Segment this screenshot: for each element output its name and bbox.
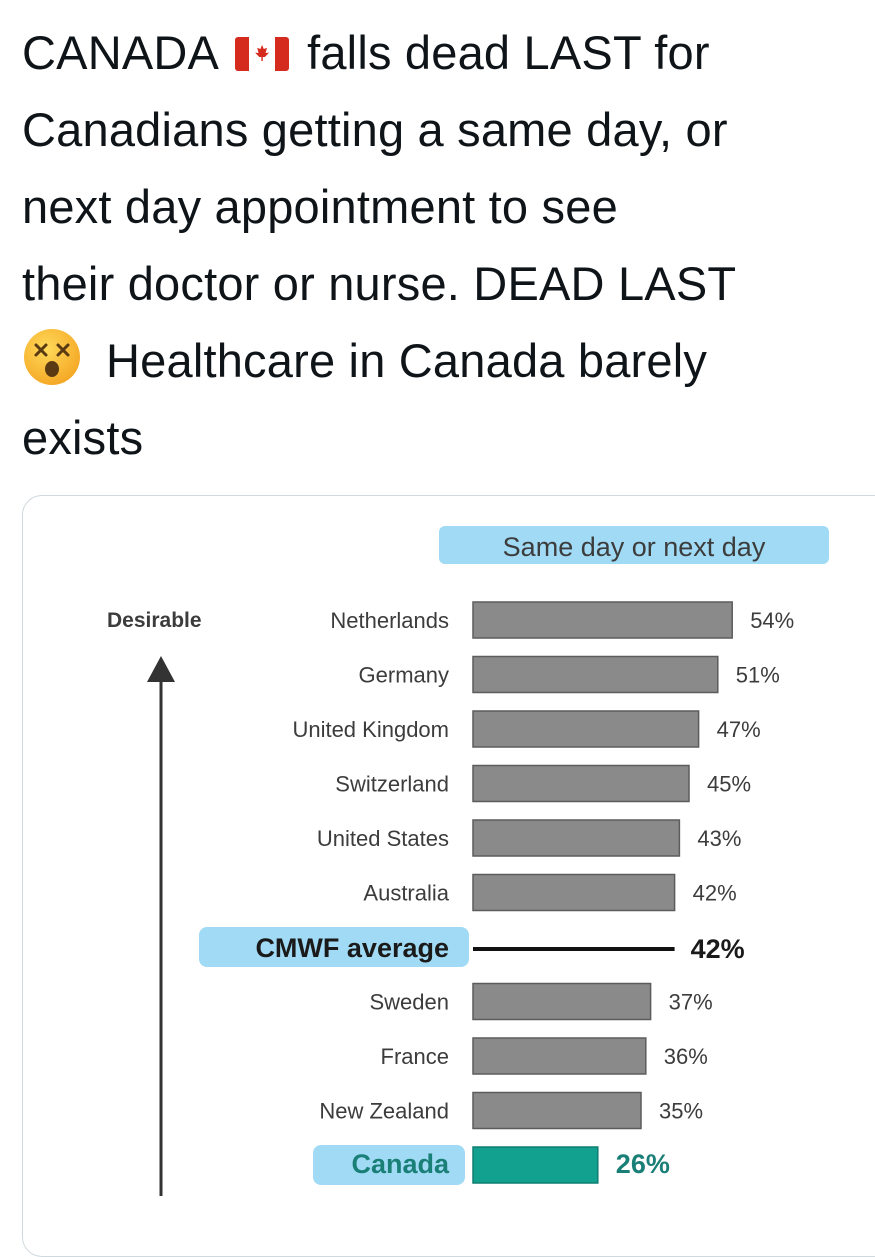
- highlight-canada: [313, 1145, 465, 1185]
- tweet-line-1-start: CANADA: [22, 26, 220, 79]
- value-label-netherlands: 54%: [750, 608, 794, 633]
- average-label: CMWF average: [255, 933, 449, 963]
- title-highlight: [439, 526, 829, 564]
- desirable-arrow-head: [147, 656, 175, 682]
- value-label-united-kingdom: 47%: [717, 717, 761, 742]
- value-label-france: 36%: [664, 1044, 708, 1069]
- bar-united-kingdom: [472, 710, 700, 748]
- category-label-united-states: United States: [317, 826, 449, 851]
- value-label-new-zealand: 35%: [659, 1099, 703, 1124]
- category-label-netherlands: Netherlands: [330, 608, 449, 633]
- tweet-line-1: CANADA falls dead LAST for: [22, 14, 875, 91]
- category-label-france: France: [381, 1044, 449, 1069]
- canada-flag-icon: [235, 37, 290, 71]
- tweet-line-3: next day appointment to see: [22, 180, 618, 233]
- category-label-united-kingdom: United Kingdom: [292, 717, 449, 742]
- bar-switzerland: [472, 764, 690, 803]
- category-label-australia: Australia: [363, 881, 449, 906]
- tweet-line-2: Canadians getting a same day, or: [22, 103, 728, 156]
- category-label-switzerland: Switzerland: [335, 772, 449, 797]
- chart-title: Same day or next day: [503, 532, 766, 562]
- value-label-sweden: 37%: [669, 990, 713, 1015]
- category-label-canada: Canada: [351, 1149, 450, 1179]
- tweet-line-5-text: Healthcare in Canada barely: [106, 334, 708, 387]
- value-label-australia: 42%: [693, 881, 737, 906]
- bar-sweden: [472, 982, 652, 1021]
- value-label-switzerland: 45%: [707, 772, 751, 797]
- bar-france: [472, 1037, 647, 1075]
- tweet-line-6: exists: [22, 411, 144, 464]
- access-bar-chart: Same day or next day Desirable Netherlands…: [107, 526, 829, 1196]
- bar-canada: [472, 1146, 599, 1184]
- average-label-highlight: [199, 927, 469, 967]
- average-value-label: 42%: [691, 934, 745, 964]
- tweet-line-5: Healthcare in Canada barely: [22, 322, 875, 399]
- value-label-canada: 26%: [616, 1149, 670, 1179]
- category-label-sweden: Sweden: [369, 990, 449, 1015]
- bar-germany: [472, 655, 719, 694]
- tweet-text: CANADA falls dead LAST for Canadians gett…: [22, 14, 875, 476]
- value-label-united-states: 43%: [697, 826, 741, 851]
- tweet-line-4: their doctor or nurse. DEAD LAST: [22, 257, 737, 310]
- axis-label-desirable: Desirable: [107, 609, 202, 632]
- value-label-germany: 51%: [736, 663, 780, 688]
- category-label-new-zealand: New Zealand: [319, 1099, 449, 1124]
- tweet-line-1-end: falls dead LAST for: [307, 26, 710, 79]
- bar-netherlands: [472, 601, 733, 639]
- chart-image-card[interactable]: Same day or next day Desirable Netherlands…: [22, 495, 875, 1257]
- bar-united-states: [472, 819, 681, 857]
- category-label-germany: Germany: [359, 663, 449, 688]
- bar-australia: [472, 873, 676, 912]
- bar-new-zealand: [472, 1091, 642, 1130]
- dizzy-face-icon: [22, 327, 82, 387]
